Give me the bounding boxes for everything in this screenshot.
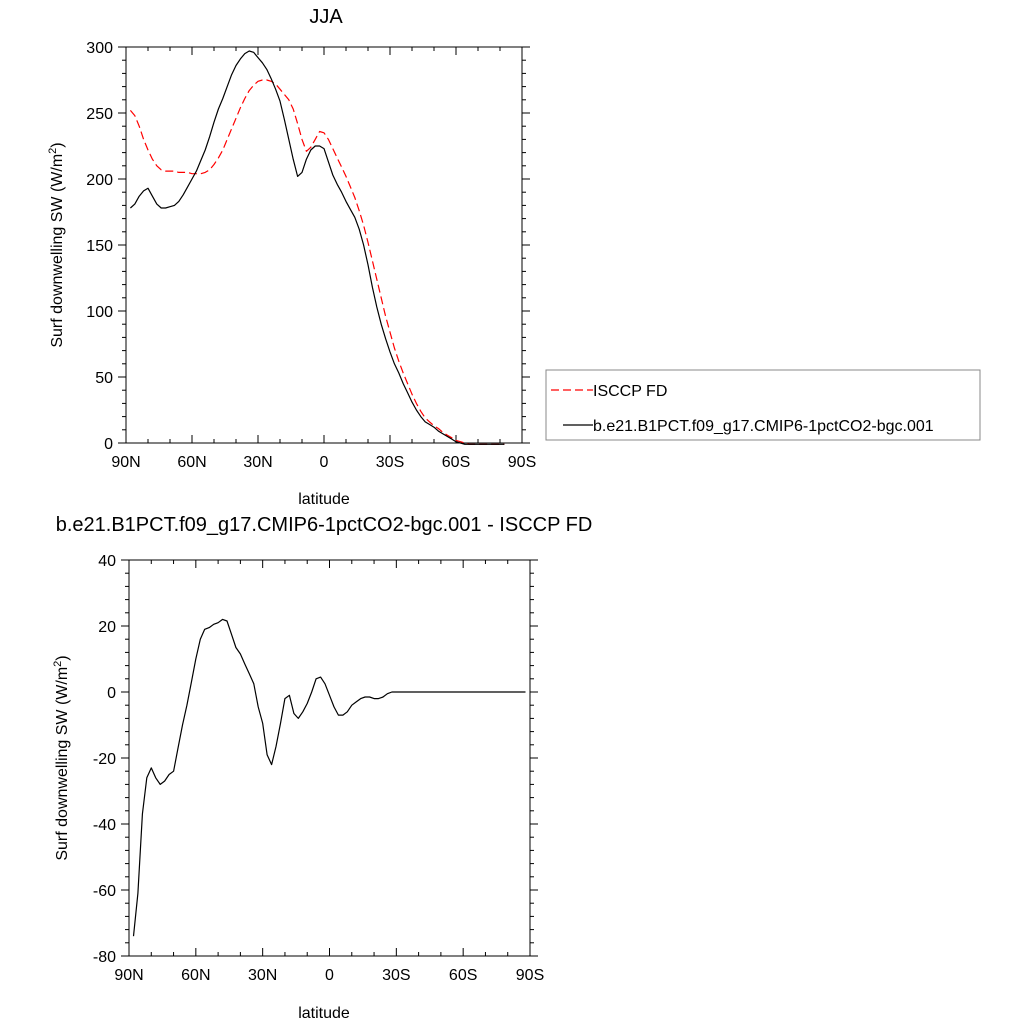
top-y-axis-title-sup: 2 [47,148,59,154]
legend-label-isccp: ISCCP FD [593,383,667,400]
top-ticks: 90N 60N 30N 0 30S 60S 90S 0 50 100 150 200 250 300 [86,40,536,471]
legend-label-model: b.e21.B1PCT.f09_g17.CMIP6-1pctCO2-bgc.00… [593,418,934,435]
bottom-series-line-0 [132,618,526,937]
legend-box [545,369,981,441]
bottom-y-axis-title-sup: 2 [52,661,64,667]
legend: ISCCP FD b.e21.B1PCT.f09_g17.CMIP6-1pctC… [545,369,981,441]
bottom-x-tick-label: 30N [248,967,277,984]
bottom-panel-title: b.e21.B1PCT.f09_g17.CMIP6-1pctCO2-bgc.00… [56,514,593,536]
top-x-tick-label: 60S [442,454,470,471]
bottom-series-layer [132,618,526,937]
top-y-axis-title-close: ) [49,142,66,147]
bottom-x-tick-label: 60N [181,967,210,984]
top-y-tick-label: 100 [86,304,113,321]
panel-bottom: b.e21.B1PCT.f09_g17.CMIP6-1pctCO2-bgc.00… [52,514,592,1022]
bottom-y-tick-label: -40 [93,817,116,834]
bottom-y-tick-label: -60 [93,883,116,900]
top-x-tick-label: 30S [376,454,404,471]
top-series-line-0 [129,79,505,445]
bottom-x-tick-label: 30S [382,967,410,984]
top-x-tick-label: 0 [320,454,329,471]
top-y-tick-label: 250 [86,106,113,123]
bottom-y-tick-label: -20 [93,751,116,768]
bottom-y-tick-label: 0 [107,685,116,702]
bottom-x-tick-label: 90N [114,967,143,984]
top-y-tick-label: 50 [95,370,113,387]
bottom-y-axis-title-main: Surf downwelling SW (W/m [54,667,71,861]
top-x-tick-label: 90N [111,454,140,471]
top-panel-title: JJA [309,6,343,28]
top-series-line-1 [130,50,505,445]
bottom-x-tick-label: 0 [325,967,334,984]
panel-top: JJA 90N 60N 30N 0 30S 60S 90S 0 50 100 150 200 250 30… [47,6,981,508]
top-series-layer [129,50,505,445]
top-y-tick-label: 0 [104,436,113,453]
bottom-y-tick-label: 40 [98,553,116,570]
bottom-y-tick-label: -80 [93,949,116,966]
bottom-plot-frame [128,559,531,957]
top-y-axis-title-main: Surf downwelling SW (W/m [49,154,66,348]
top-x-tick-label: 30N [243,454,272,471]
top-y-tick-label: 150 [86,238,113,255]
bottom-x-tick-label: 90S [516,967,544,984]
bottom-x-tick-label: 60S [449,967,477,984]
bottom-y-axis-title-close: ) [54,655,71,660]
top-x-axis-title: latitude [298,491,350,508]
top-y-axis-title: Surf downwelling SW (W/m2) [47,142,66,347]
bottom-y-axis-title: Surf downwelling SW (W/m2) [52,655,71,860]
top-y-tick-label: 200 [86,172,113,189]
bottom-x-axis-title: latitude [298,1005,350,1022]
top-plot-frame [125,46,523,444]
bottom-y-tick-label: 20 [98,619,116,636]
bottom-ticks: 90N 60N 30N 0 30S 60S 90S -80 -60 -40 -20 0 20 40 [93,553,544,984]
top-x-tick-label: 60N [177,454,206,471]
top-x-tick-label: 90S [508,454,536,471]
top-y-tick-label: 300 [86,40,113,57]
